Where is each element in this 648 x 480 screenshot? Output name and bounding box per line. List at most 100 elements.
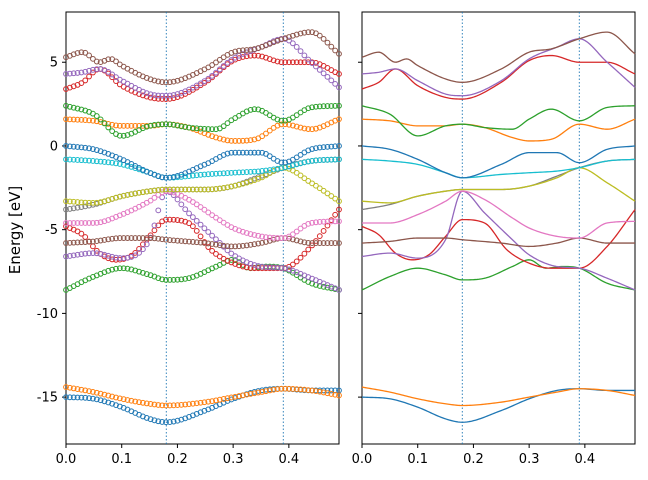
- band-marker: [313, 388, 319, 394]
- band-marker: [266, 153, 273, 160]
- band-marker: [97, 116, 104, 123]
- band-marker: [105, 252, 112, 259]
- band-marker: [90, 395, 96, 402]
- band-marker: [78, 230, 85, 237]
- band-marker: [197, 125, 204, 132]
- band-marker: [82, 49, 89, 56]
- band-line: [361, 237, 635, 248]
- band-marker: [201, 125, 208, 132]
- band-marker: [297, 160, 304, 167]
- band-marker: [282, 117, 289, 124]
- band-marker: [282, 234, 289, 241]
- band-marker: [301, 175, 308, 182]
- band-marker: [305, 158, 312, 165]
- band-marker: [209, 232, 216, 239]
- band-marker: [239, 54, 246, 60]
- band-marker: [320, 389, 327, 396]
- band-marker: [70, 116, 77, 123]
- band-marker: [213, 126, 219, 133]
- band-marker: [313, 125, 319, 132]
- band-marker: [147, 272, 154, 279]
- band-marker: [105, 197, 112, 204]
- band-marker: [74, 394, 81, 401]
- band-marker: [166, 121, 173, 128]
- band-marker: [109, 121, 116, 128]
- band-marker: [309, 126, 315, 133]
- band-marker: [255, 232, 262, 239]
- band-marker: [70, 205, 77, 212]
- band-lines: [361, 209, 636, 269]
- band-lines: [361, 386, 636, 407]
- band-marker: [213, 186, 219, 192]
- band-marker: [336, 84, 342, 91]
- band-marker: [159, 236, 166, 243]
- band-marker: [243, 391, 250, 398]
- band-marker: [174, 186, 181, 193]
- band-marker: [90, 158, 96, 164]
- band-marker: [301, 250, 308, 257]
- band-line: [361, 158, 636, 179]
- band-marker: [178, 174, 185, 180]
- band-markers: [63, 164, 342, 206]
- band-marker: [332, 156, 339, 163]
- band-marker: [205, 244, 212, 250]
- band-marker: [213, 170, 219, 177]
- band-marker: [209, 186, 216, 193]
- band-marker: [159, 174, 166, 181]
- band-marker: [232, 138, 239, 144]
- band-marker: [278, 235, 285, 241]
- band-marker: [151, 417, 158, 424]
- band-marker: [274, 58, 281, 65]
- band-markers: [63, 188, 342, 241]
- x-tick-label: 0.1: [111, 452, 132, 467]
- band-marker: [155, 95, 162, 102]
- band-marker: [86, 238, 92, 245]
- band-marker: [224, 170, 231, 176]
- band-marker: [336, 102, 342, 109]
- right-high-symmetry-lines: [461, 12, 580, 444]
- band-marker: [140, 235, 146, 241]
- band-lines: [361, 38, 636, 97]
- band-marker: [63, 394, 69, 401]
- band-marker: [197, 186, 204, 193]
- band-marker: [316, 240, 323, 246]
- band-marker: [182, 238, 189, 245]
- band-marker: [120, 132, 127, 139]
- band-markers: [63, 52, 342, 102]
- band-marker: [243, 242, 250, 249]
- band-marker: [113, 58, 119, 65]
- band-marker: [63, 198, 69, 205]
- band-marker: [324, 39, 331, 46]
- band-marker: [328, 103, 335, 109]
- band-markers: [63, 257, 342, 293]
- band-marker: [90, 55, 96, 62]
- band-marker: [336, 392, 342, 399]
- band-marker: [147, 416, 154, 423]
- band-marker: [143, 90, 150, 97]
- band-marker: [82, 203, 89, 210]
- band-marker: [124, 235, 131, 241]
- band-marker: [301, 29, 308, 36]
- band-marker: [297, 386, 304, 393]
- band-lines: [361, 118, 636, 142]
- right-panel-lines: 0.0 0.1 0.2 0.3 0.4: [352, 11, 636, 467]
- band-marker: [113, 402, 119, 409]
- band-marker: [151, 92, 158, 98]
- band-marker: [74, 199, 81, 205]
- band-marker: [328, 193, 335, 199]
- band-marker: [270, 264, 277, 271]
- band-marker: [309, 29, 315, 36]
- band-marker: [243, 230, 250, 236]
- band-marker: [174, 417, 181, 424]
- band-marker: [220, 185, 227, 191]
- band-marker: [186, 124, 192, 131]
- band-marker: [105, 392, 112, 399]
- band-marker: [90, 389, 96, 395]
- band-marker: [313, 145, 319, 152]
- band-marker: [124, 254, 131, 261]
- right-y-ticks: [358, 61, 362, 398]
- band-marker: [147, 235, 154, 241]
- band-marker: [101, 391, 108, 398]
- band-marker: [109, 195, 116, 202]
- band-marker: [332, 143, 339, 150]
